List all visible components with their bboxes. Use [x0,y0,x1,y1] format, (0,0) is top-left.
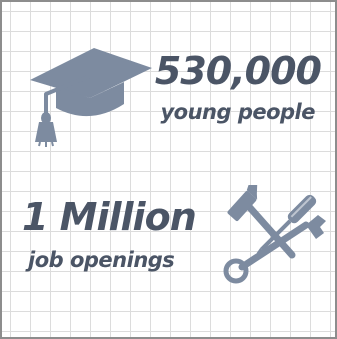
graduation-cap-icon [30,48,152,147]
stat-value-job-openings: 1 Million [22,195,197,239]
stat-value-young-people: 530,000 [154,49,322,93]
stat-label-job-openings: job openings [28,248,175,272]
stat-label-young-people: young people [160,100,315,124]
hammer-wrench-icon [223,185,326,284]
